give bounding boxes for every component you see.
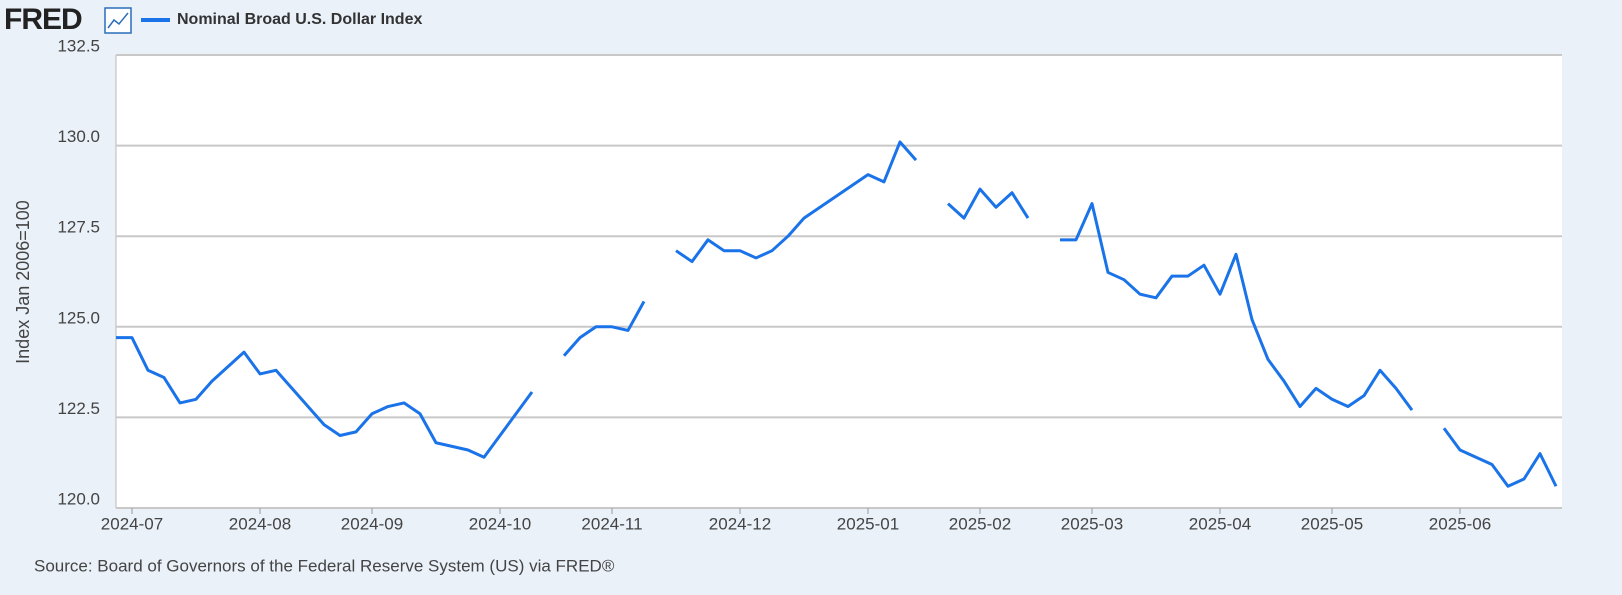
x-tick-label: 2025-05 [1301, 514, 1363, 533]
plot-area [116, 55, 1562, 508]
x-tick-label: 2025-06 [1429, 514, 1491, 533]
x-tick-label: 2024-11 [581, 514, 642, 533]
line [675, 140, 918, 264]
line [116, 336, 534, 459]
x-tick-label: 2025-03 [1061, 514, 1123, 533]
x-tick-label: 2024-10 [469, 514, 531, 533]
chart-icon [104, 7, 132, 34]
line [1060, 202, 1414, 412]
y-tick-label: 130.0 [57, 127, 100, 146]
line [562, 300, 646, 357]
source: Source: Board of Governors of the Federa… [34, 556, 615, 575]
x-tick-label: 2024-08 [229, 514, 291, 533]
y-tick-label: 127.5 [57, 218, 100, 237]
x-tick-label: 2025-02 [949, 514, 1011, 533]
legend-label: Nominal Broad U.S. Dollar Index [177, 11, 422, 28]
y-axis-label: Index Jan 2006=100 [13, 200, 33, 364]
x-tick-label: 2024-09 [341, 514, 403, 533]
line [946, 187, 1030, 220]
x-tick-label: 2024-12 [709, 514, 771, 533]
x-tick-label: 2025-04 [1189, 514, 1251, 533]
y-tick-label: 122.5 [57, 399, 100, 418]
y-tick-label: 132.5 [57, 36, 100, 55]
line [1442, 427, 1558, 488]
x-tick-label: 2024-07 [101, 514, 163, 533]
x-tick-label: 2025-01 [837, 514, 899, 533]
logo: FRED [4, 3, 82, 36]
y-tick-label: 120.0 [57, 489, 100, 508]
y-tick-label: 125.0 [57, 308, 100, 327]
